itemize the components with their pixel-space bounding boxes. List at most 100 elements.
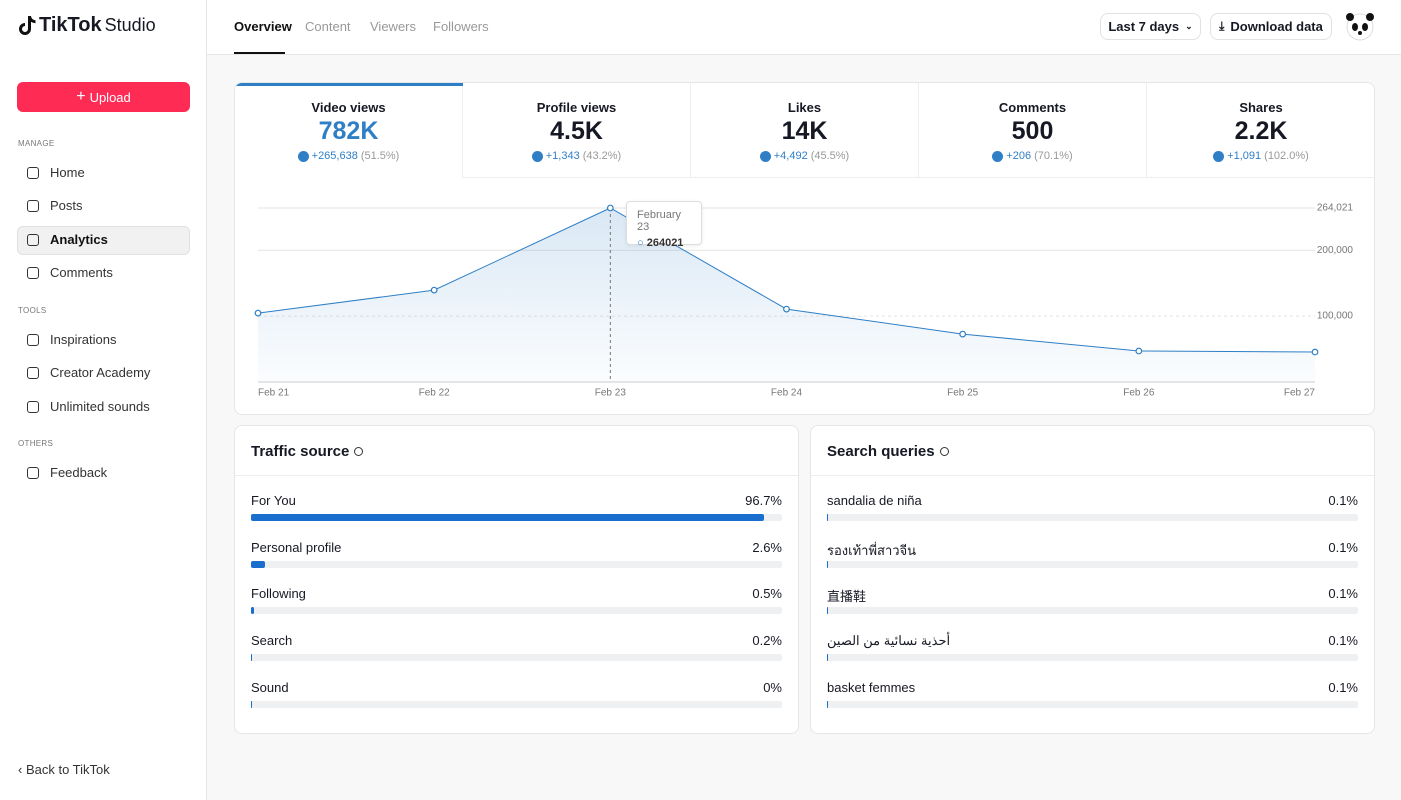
metric-value: 14K [781, 117, 828, 145]
bar-track [827, 560, 1358, 568]
metric-change: +1,091 (102.0%) [1147, 150, 1374, 162]
card-title: Search queries [827, 443, 935, 460]
point [959, 330, 967, 338]
row-value: 0.1% [1328, 679, 1358, 695]
y-tick-label: 264,021 [1317, 203, 1354, 214]
tab[interactable]: Viewers [370, 19, 417, 34]
point [1311, 348, 1319, 356]
x-tick-label: Feb 27 [1284, 388, 1316, 399]
tab[interactable]: Followers [433, 19, 489, 34]
nav-icon [27, 467, 39, 479]
date-range-label: Last 7 days [1108, 19, 1180, 34]
nav-item[interactable]: Inspirations [50, 332, 117, 347]
nav-icon [27, 367, 39, 380]
row-value: 0.1% [1328, 539, 1358, 555]
nav-icon [27, 167, 39, 179]
metric-label: Video views [311, 100, 386, 115]
bar-row: basket femmes 0.1% [827, 680, 1358, 720]
date-range[interactable]: Last 7 days ⌄ [1100, 13, 1201, 40]
up-icon [297, 150, 309, 162]
back-link[interactable]: ‹ Back to TikTok [18, 762, 110, 777]
metric-tab[interactable]: Likes 14K +4,492 (45.5%) [691, 83, 919, 178]
upload-button[interactable]: + Upload [17, 82, 190, 112]
section-title: TOOLS [18, 306, 47, 315]
tab-underline [234, 52, 285, 54]
top-bar: Last 7 days ⌄ ⤓ Download data Overview Cont… [207, 0, 1401, 55]
row-label: Personal profile [251, 539, 342, 555]
metric-tab[interactable]: Shares 2.2K +1,091 (102.0%) [1147, 83, 1374, 178]
change-value: +1,091 [1227, 150, 1262, 162]
change-percent: (70.1%) [1034, 150, 1073, 162]
row-value: 0.1% [1328, 586, 1358, 602]
bar-track [251, 607, 782, 615]
row-label: sandalia de niña [827, 493, 922, 508]
row-label: รองเท้าพี่สาวจีน [827, 542, 917, 558]
metric-change: +265,638 (51.5%) [235, 150, 462, 162]
active-metric-bar [235, 83, 463, 86]
active-nav-bg [17, 226, 190, 255]
bar-row: أحذية نسائية من الصين 0.1% [827, 633, 1358, 673]
up-icon [1213, 150, 1225, 162]
bar-track [827, 700, 1358, 708]
row-value: 0% [763, 679, 782, 695]
nav-item[interactable]: Home [50, 165, 85, 180]
bar [827, 654, 828, 662]
tooltip: February 23 ○ 264021 [626, 201, 702, 249]
nav-item[interactable]: Creator Academy [50, 365, 151, 381]
bar-track [251, 514, 782, 521]
download-button[interactable]: ⤓ Download data [1210, 13, 1332, 40]
point [1135, 347, 1143, 355]
bar [251, 560, 265, 568]
card-header: Traffic source [235, 426, 798, 476]
change-percent: (43.2%) [582, 150, 622, 162]
bar-row: รองเท้าพี่สาวจีน 0.1% [827, 540, 1358, 580]
change-percent: (102.0%) [1264, 150, 1309, 162]
metric-tab[interactable]: Video views 782K +265,638 (51.5%) [235, 83, 463, 178]
nav-item[interactable]: Comments [50, 265, 113, 281]
metric-change: +1,343 (43.2%) [463, 150, 690, 162]
point [606, 204, 614, 212]
info-icon [354, 447, 364, 456]
logo-brand: TikTok [39, 14, 102, 36]
tab[interactable]: Content [305, 19, 351, 34]
change-value: +265,638 [311, 150, 358, 162]
x-tick-label: Feb 22 [419, 388, 451, 399]
logo-product: Studio [104, 15, 156, 35]
bar-track [251, 560, 782, 568]
x-tick-label: Feb 23 [595, 388, 627, 399]
x-tick-label: Feb 25 [947, 388, 979, 399]
nav-icon [27, 200, 39, 213]
line-chart: 100,000 200,000 264,021 Feb 21 Feb 22 Feb 23 F… [254, 203, 1354, 399]
change-value: +1,343 [545, 150, 580, 162]
row-label: Sound [251, 679, 289, 695]
bar [827, 514, 828, 521]
nav-item[interactable]: Feedback [50, 465, 108, 480]
row-label: Following [251, 586, 306, 602]
tab[interactable]: Overview [234, 19, 292, 34]
tooltip-value: 264021 [646, 237, 684, 249]
logo[interactable]: TikTok Studio [18, 14, 156, 37]
download-icon: ⤓ [1219, 19, 1225, 33]
card-title: Traffic source [251, 443, 350, 460]
nav-item[interactable]: Analytics [50, 231, 108, 247]
y-tick-label: 100,000 [1317, 311, 1354, 322]
metric-tab[interactable]: Comments 500 +206 (70.1%) [919, 83, 1147, 178]
bar [827, 607, 828, 615]
metric-tab[interactable]: Profile views 4.5K +1,343 (43.2%) [463, 83, 691, 178]
nav-item[interactable]: Unlimited sounds [50, 398, 150, 414]
point [783, 305, 790, 313]
nav-item[interactable]: Posts [50, 198, 83, 214]
row-value: 0.1% [1328, 633, 1358, 649]
bar-row: For You 96.7% [251, 493, 782, 533]
bar-track [827, 514, 1358, 521]
bar-row: Personal profile 2.6% [251, 540, 782, 580]
metric-value: 500 [1011, 117, 1054, 145]
row-value: 0.5% [752, 586, 782, 602]
bar-track [827, 607, 1358, 615]
avatar[interactable] [1345, 12, 1375, 42]
metric-label: Profile views [536, 100, 617, 115]
plus-icon: + [76, 88, 86, 105]
logo-icon [19, 15, 36, 35]
upload-label: Upload [89, 89, 131, 105]
metric-value: 782K [318, 117, 379, 145]
